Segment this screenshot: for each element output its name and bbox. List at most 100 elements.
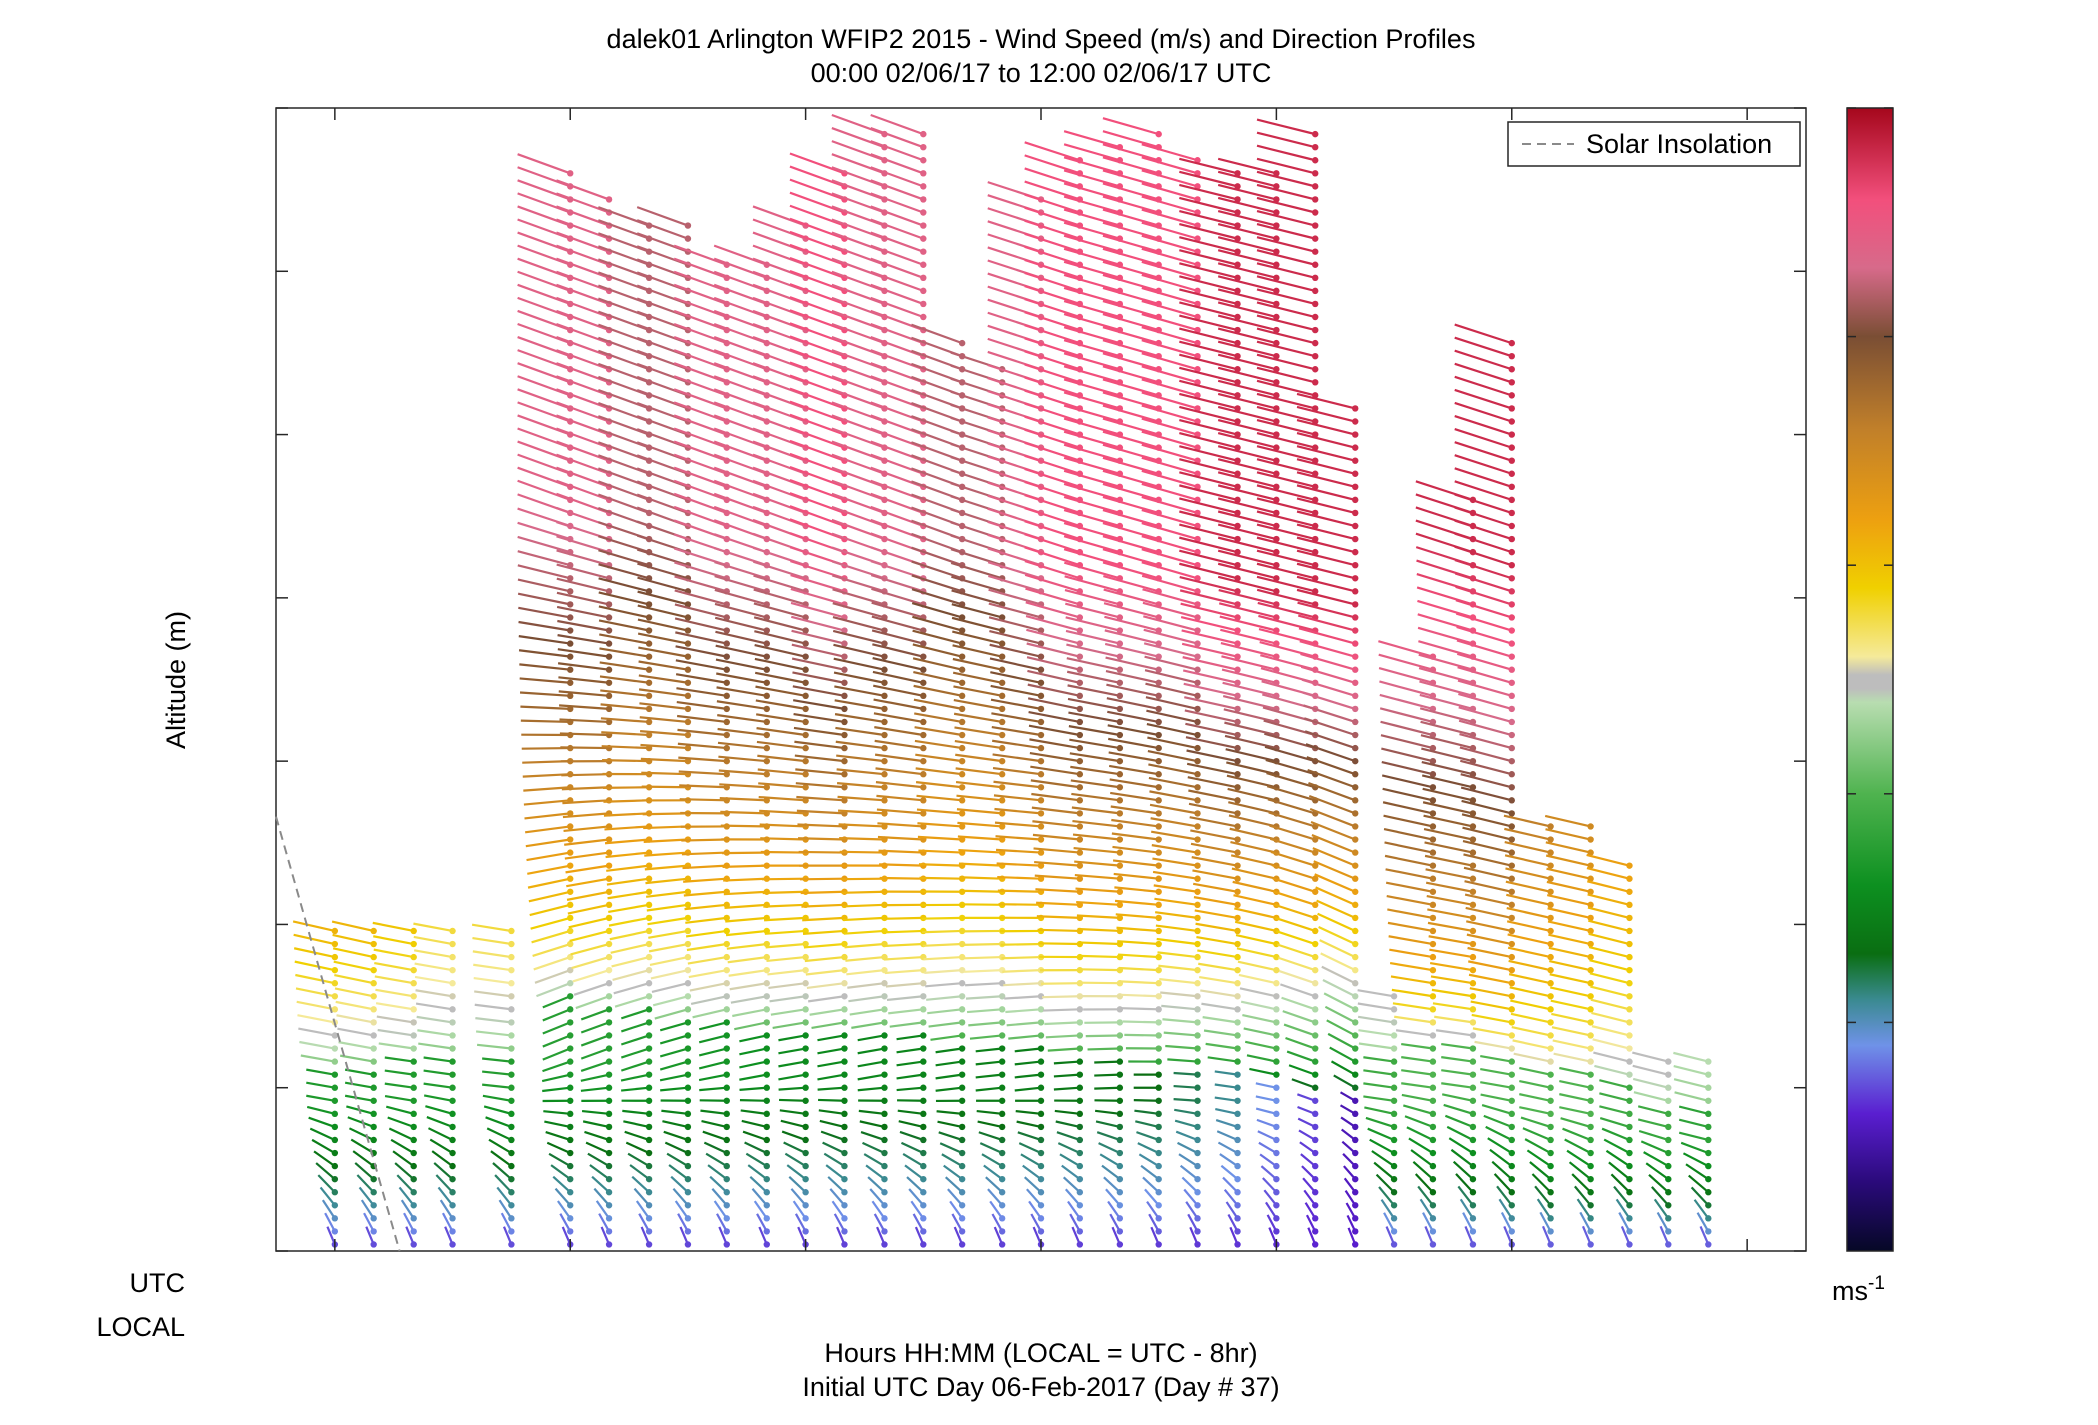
wind-barb-shaft: [1418, 653, 1474, 671]
wind-barb-shaft: [1203, 1029, 1238, 1037]
wind-barb-dot: [1234, 548, 1241, 556]
wind-barb-shaft: [990, 698, 1042, 710]
wind-barb-shaft: [1384, 841, 1434, 854]
wind-barb-dot: [841, 1149, 848, 1157]
wind-barb-shaft: [1593, 1051, 1630, 1063]
wind-barb-dot: [723, 1045, 730, 1052]
wind-barb-dot: [1429, 1123, 1437, 1131]
wind-barb-shaft: [1673, 1078, 1709, 1089]
wind-barb-shaft: [556, 336, 610, 358]
wind-barb-dot: [1508, 470, 1515, 477]
wind-barb-dot: [920, 196, 927, 203]
wind-barb-shaft: [1605, 1149, 1631, 1168]
wind-barb-dot: [1194, 993, 1201, 1000]
wind-barb-shaft: [1063, 313, 1121, 332]
wind-barb-shaft: [701, 1119, 728, 1128]
wind-barb-shaft: [720, 824, 767, 828]
wind-barb-shaft: [1387, 921, 1434, 933]
wind-barb-shaft: [1277, 956, 1316, 972]
wind-barb-shaft: [1432, 1002, 1474, 1011]
wind-barb-dot: [881, 718, 888, 726]
wind-barb-shaft: [1256, 327, 1316, 345]
wind-barb-dot: [958, 1202, 966, 1209]
wind-barb-dot: [1508, 562, 1515, 569]
wind-barb-dot: [567, 1175, 574, 1183]
wind-barb-dot: [1469, 940, 1477, 948]
wind-barb-dot: [1273, 1228, 1280, 1235]
wind-barb-shaft: [1559, 1079, 1591, 1089]
wind-barb-shaft: [1480, 1054, 1512, 1063]
wind-barb-shaft: [1179, 589, 1238, 606]
wind-barb-shaft: [1276, 943, 1316, 959]
wind-barb-dot: [1234, 705, 1241, 713]
wind-barb-shaft: [1587, 906, 1630, 919]
wind-barb-shaft: [876, 808, 924, 815]
wind-barb-dot: [1508, 522, 1515, 530]
wind-barb-dot: [1076, 784, 1084, 791]
wind-barb-shaft: [938, 1131, 963, 1142]
wind-barb-shaft: [334, 974, 374, 985]
wind-barb-shaft: [1566, 1149, 1592, 1168]
wind-barb-dot: [1312, 1189, 1319, 1196]
wind-barb-dot: [1037, 1097, 1045, 1104]
wind-barb-shaft: [1141, 299, 1198, 319]
wind-barb-shaft: [1095, 1120, 1121, 1128]
wind-barb-dot: [1665, 1241, 1672, 1248]
wind-barb-dot: [684, 1149, 692, 1157]
wind-barb-shaft: [1102, 286, 1159, 306]
wind-barb-shaft: [763, 903, 806, 908]
wind-barb-dot: [841, 953, 848, 961]
wind-barb-shaft: [1141, 469, 1198, 488]
wind-barb-dot: [1076, 993, 1084, 1000]
wind-barb-shaft: [1053, 1086, 1080, 1091]
wind-barb-shaft: [1412, 1161, 1434, 1180]
wind-barb-shaft: [556, 270, 610, 292]
wind-barb-shaft: [715, 658, 767, 671]
wind-barb-dot: [841, 993, 848, 1000]
wind-barb-shaft: [1179, 562, 1238, 580]
wind-barb-dot: [1234, 901, 1241, 909]
wind-barb-shaft: [1188, 802, 1238, 815]
wind-barb-shaft: [1215, 1119, 1238, 1128]
wind-barb-dot: [841, 1006, 848, 1013]
wind-barb-shaft: [1228, 801, 1277, 815]
wind-barb-shaft: [1179, 288, 1238, 306]
wind-barb-dot: [1116, 771, 1124, 778]
wind-barb-shaft: [374, 961, 414, 972]
wind-barb-shaft: [1028, 724, 1081, 737]
wind-barb-dot: [723, 966, 730, 974]
wind-barb-shaft: [1324, 1005, 1356, 1024]
wind-barb-dot: [1469, 1110, 1477, 1118]
wind-barb-dot: [1587, 1136, 1594, 1144]
wind-barb-shaft: [1142, 601, 1198, 619]
wind-barb-dot: [1429, 1071, 1437, 1078]
wind-barb-shaft: [673, 388, 728, 410]
wind-barb-dot: [1352, 1228, 1359, 1235]
wind-barb-dot: [1312, 940, 1319, 948]
wind-barb-shaft: [1023, 1176, 1042, 1194]
wind-barb-dot: [1352, 1097, 1359, 1104]
wind-barb-shaft: [919, 876, 963, 880]
wind-barb-dot: [1076, 888, 1084, 895]
wind-barb-shaft: [1217, 236, 1277, 253]
wind-barb-shaft: [1099, 1153, 1121, 1168]
wind-barb-dot: [1037, 1071, 1045, 1078]
wind-barb-shaft: [1454, 414, 1513, 436]
wind-barb-shaft: [673, 466, 728, 488]
wind-barb-dot: [998, 1228, 1006, 1235]
wind-barb-shaft: [472, 950, 512, 959]
wind-barb-dot: [684, 666, 692, 673]
wind-barb-dot: [1037, 705, 1045, 713]
wind-barb-shaft: [1590, 985, 1630, 998]
wind-barb-dot: [998, 1019, 1006, 1026]
wind-barb-dot: [605, 1228, 613, 1235]
wind-barb-dot: [1273, 509, 1280, 517]
wind-barb-shaft: [1531, 1173, 1552, 1193]
wind-barb-shaft: [387, 1116, 415, 1128]
wind-barb-dot: [881, 771, 888, 778]
wind-barb-shaft: [1263, 1189, 1278, 1206]
wind-barb-dot: [1273, 170, 1280, 177]
wind-barb-shaft: [1094, 1073, 1120, 1077]
wind-barb-dot: [881, 1149, 888, 1157]
wind-barb-shaft: [1529, 1161, 1552, 1181]
